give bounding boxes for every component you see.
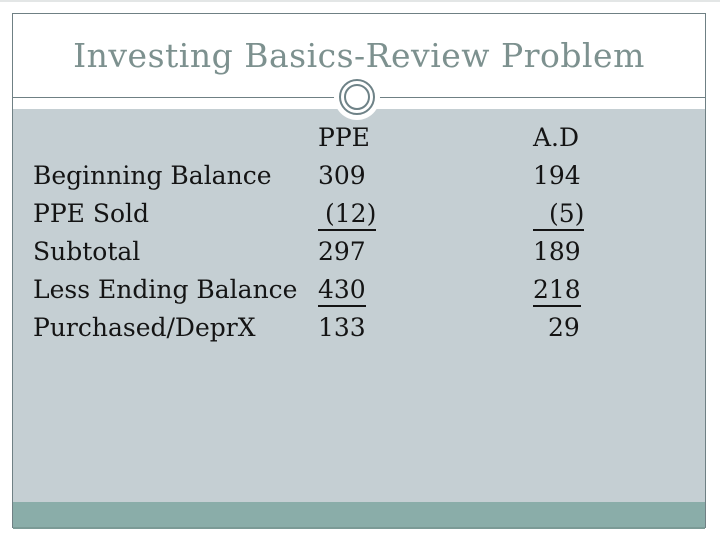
ad-value: 218 xyxy=(533,271,703,309)
double-ring-circle-inner-icon xyxy=(344,84,370,110)
col-header-ppe: PPE xyxy=(318,123,370,152)
accounting-table: PPE A.D Beginning Balance 309 194 PPE So… xyxy=(33,119,703,347)
ad-value: 29 xyxy=(548,313,580,342)
ad-value: 194 xyxy=(533,161,581,190)
row-label: Purchased/DeprX xyxy=(33,313,256,342)
col-header-blank xyxy=(33,119,318,157)
footer-band xyxy=(13,502,705,529)
row-label: Beginning Balance xyxy=(33,161,272,190)
ppe-value: 133 xyxy=(318,313,366,342)
row-label: Less Ending Balance xyxy=(33,275,298,304)
col-header-ad: A.D xyxy=(533,123,580,152)
ppe-value: 309 xyxy=(318,161,366,190)
ad-value: 189 xyxy=(533,237,581,266)
top-edge-strip xyxy=(0,0,720,2)
ppe-value: 297 xyxy=(318,237,366,266)
ad-value: (5) xyxy=(533,195,703,233)
slide-title: Investing Basics-Review Problem xyxy=(73,36,645,75)
row-label: Subtotal xyxy=(33,237,141,266)
ppe-value: 430 xyxy=(318,271,533,309)
ppe-value: (12) xyxy=(318,195,533,233)
row-label: PPE Sold xyxy=(33,199,150,228)
